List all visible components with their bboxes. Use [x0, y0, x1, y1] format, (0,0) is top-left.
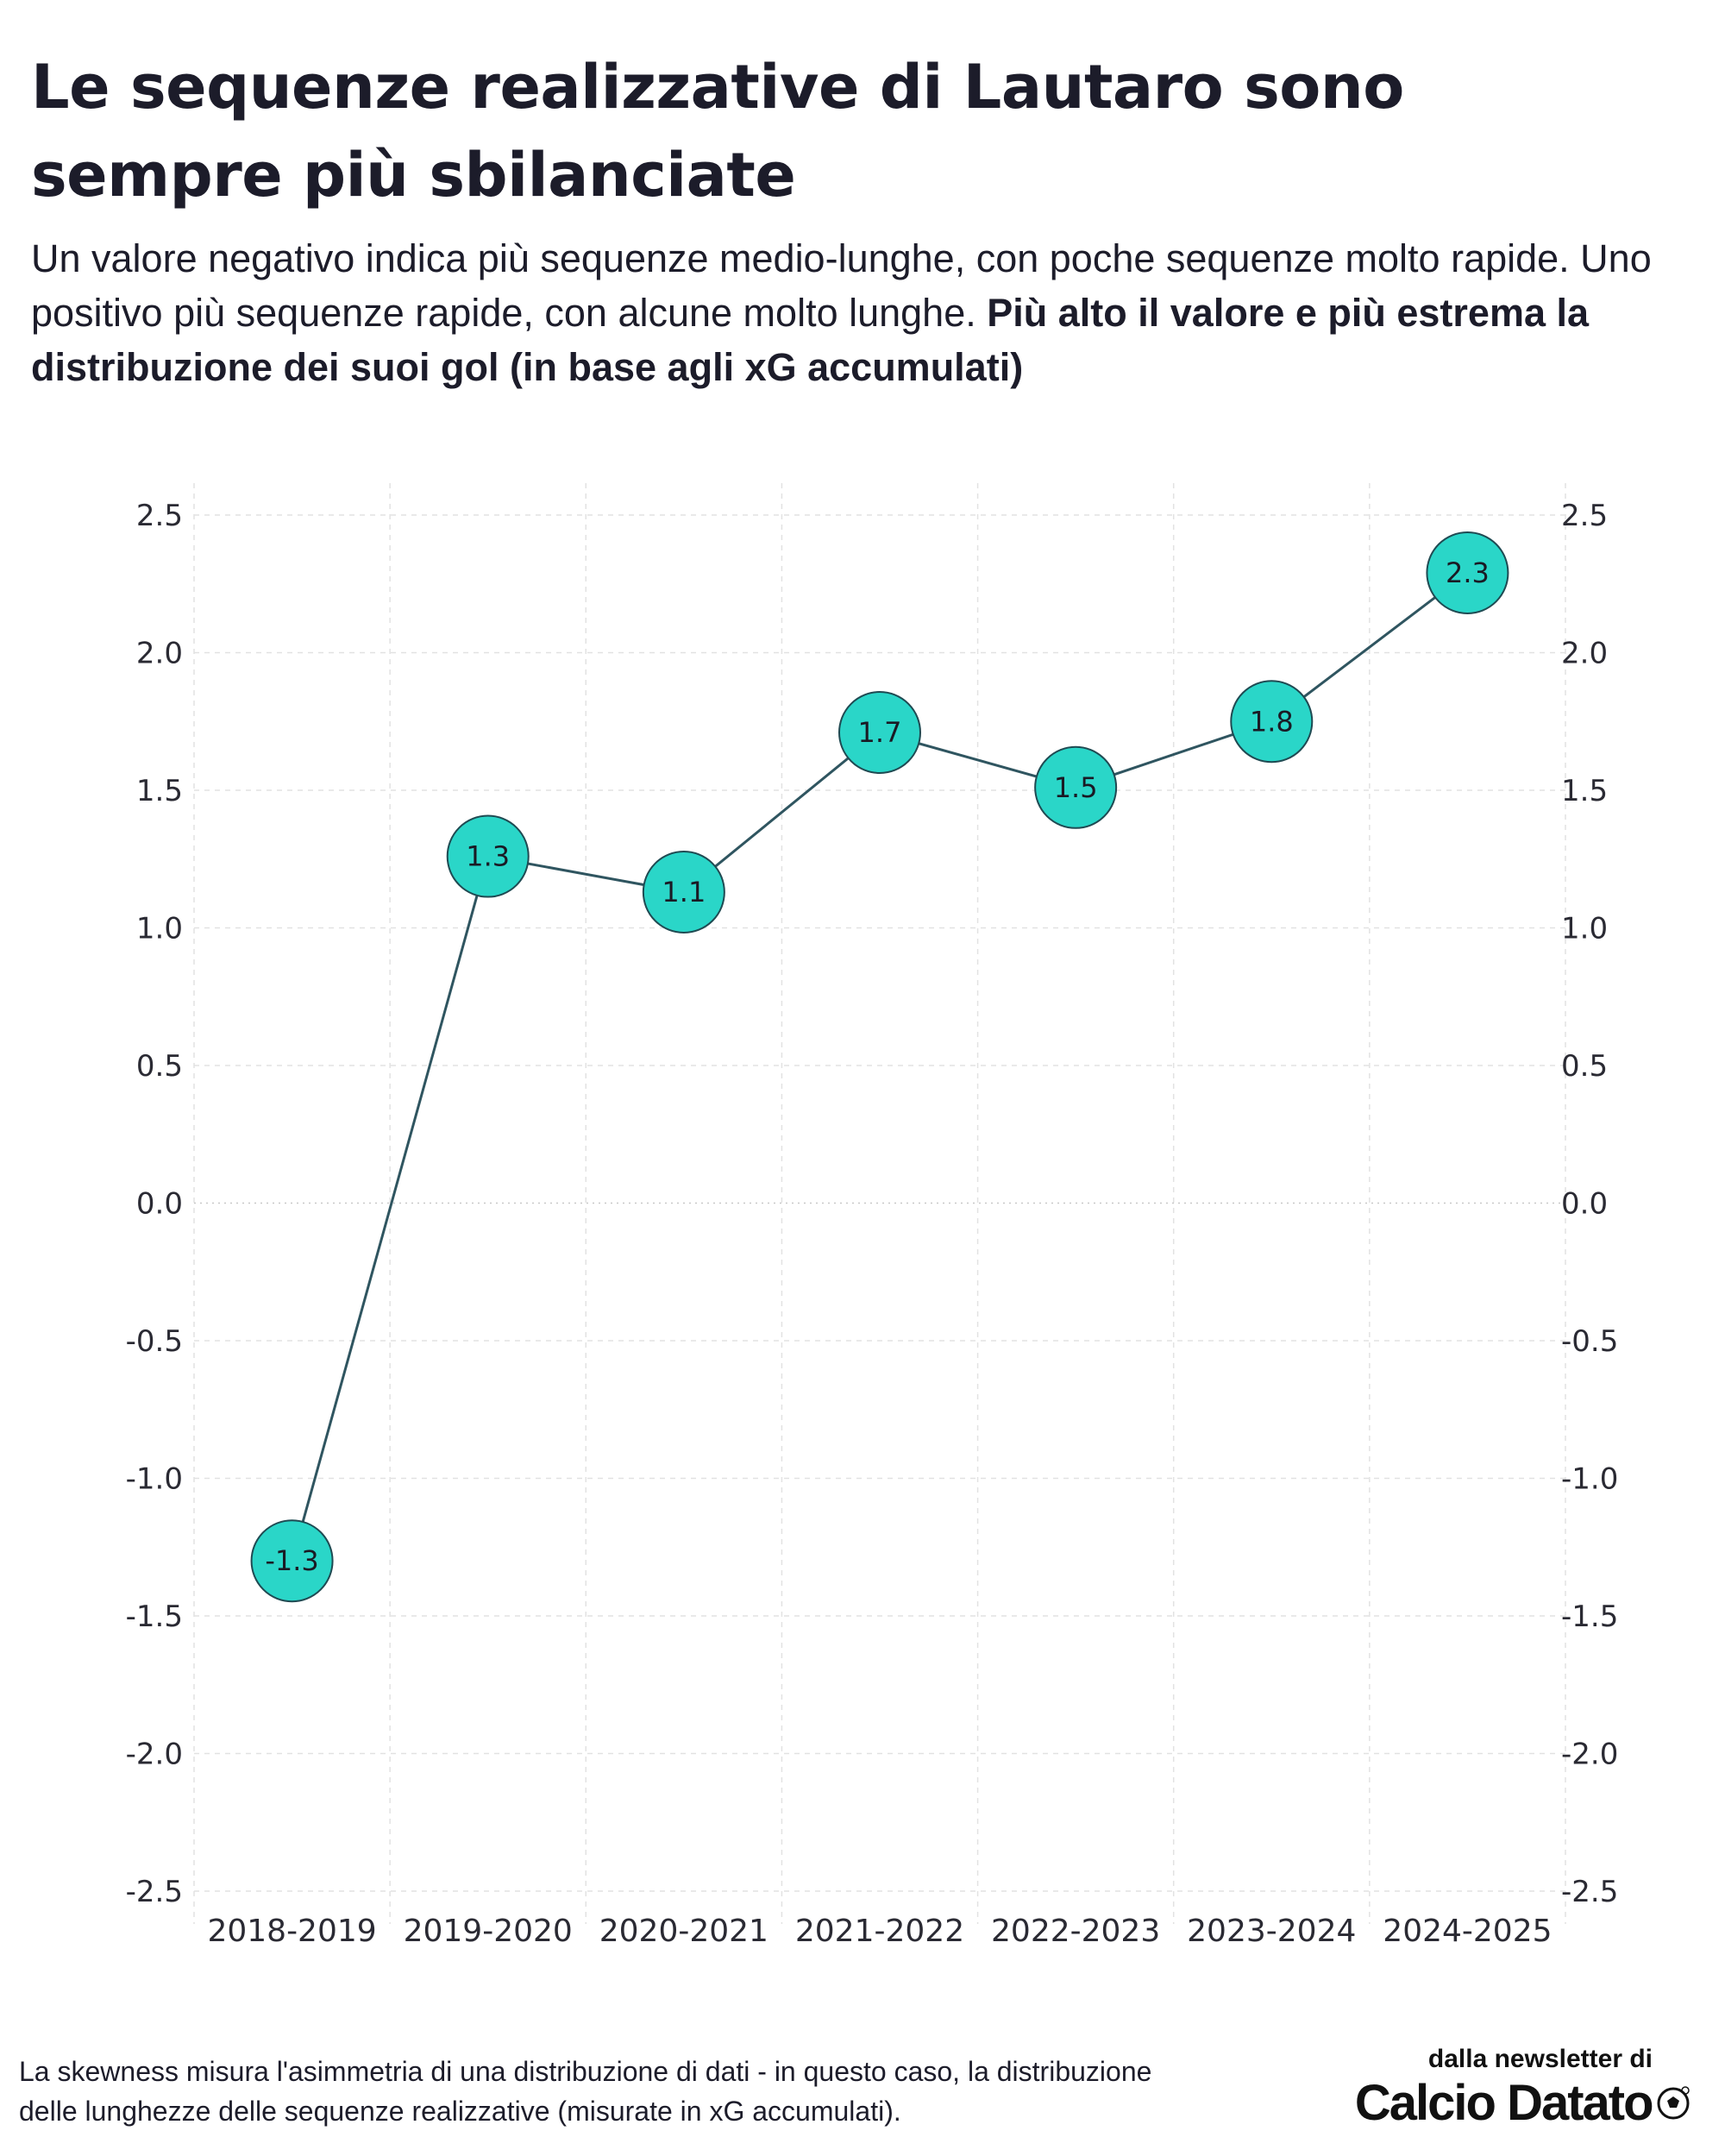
y-tick-label-left: -1.0: [126, 1462, 183, 1497]
x-axis-ticks: 2018-2019 2019-2020 2020-2021 2021-2022 2022…: [207, 1914, 1552, 1949]
x-tick-label: 2024-2025: [1383, 1914, 1552, 1949]
y-tick-label-left: 0.5: [136, 1049, 183, 1084]
data-label: 1.7: [858, 716, 902, 749]
y-tick-label-right: 1.5: [1561, 774, 1608, 808]
chart-title: Le sequenze realizzative di Lautaro sono…: [31, 52, 1404, 211]
data-point: [838, 691, 921, 775]
subtitle-bold: Più alto il valore e più estrema la dist…: [31, 291, 1590, 389]
y-tick-label-right: -0.5: [1561, 1324, 1618, 1359]
x-tick-label: 2022-2023: [991, 1914, 1160, 1949]
data-label: 1.3: [466, 840, 510, 873]
x-tick-label: 2019-2020: [404, 1914, 573, 1949]
y-tick-label-left: 1.5: [136, 774, 183, 808]
y-tick-label-right: -1.5: [1561, 1600, 1618, 1634]
y-tick-label-right: 1.0: [1561, 912, 1608, 946]
subtitle-regular: Un valore negativo indica più sequenze m…: [31, 236, 1652, 335]
data-label: 1.8: [1250, 705, 1294, 738]
y-tick-label-right: 2.5: [1561, 499, 1608, 533]
soccer-ball-icon: [1657, 2085, 1690, 2119]
y-tick-label-right: 2.0: [1561, 637, 1608, 671]
data-point: [642, 851, 725, 934]
data-point: [1426, 531, 1509, 614]
data-label: 2.3: [1446, 556, 1490, 589]
y-tick-label-left: -2.0: [126, 1738, 183, 1772]
y-tick-label-right: -1.0: [1561, 1462, 1618, 1497]
y-tick-label-left: -2.5: [126, 1875, 183, 1909]
y-tick-label-left: 1.0: [136, 912, 183, 946]
x-tick-label: 2023-2024: [1187, 1914, 1356, 1949]
y-axis-ticks: 2.5 2.5 2.0 2.0 1.5 1.5 1.0 1.0 0.5 0.5 0.0 0.0 -0.5…: [126, 499, 1619, 1909]
y-tick-label-left: -0.5: [126, 1324, 183, 1359]
data-points: -1.3 1.3 1.1 1.7 1.5 1.8 2.3: [250, 531, 1509, 1603]
footnote: La skewness misura l'asimmetria di una d…: [19, 2056, 1152, 2127]
credit: dalla newsletter di Calcio Datato: [1355, 2045, 1690, 2132]
data-label: 1.5: [1054, 771, 1098, 804]
x-tick-label: 2020-2021: [599, 1914, 768, 1949]
data-point: [1230, 680, 1314, 764]
line-chart: 2.5 2.5 2.0 2.0 1.5 1.5 1.0 1.0 0.5 0.5 0.0 0.0 -0.5…: [126, 483, 1619, 1949]
chart-subtitle: Un valore negativo indica più sequenze m…: [31, 231, 1696, 394]
data-point: [250, 1519, 334, 1603]
y-tick-label-left: 0.0: [136, 1187, 183, 1222]
y-tick-label-left: 2.5: [136, 499, 183, 533]
x-tick-label: 2021-2022: [795, 1914, 964, 1949]
data-label: -1.3: [265, 1544, 318, 1577]
data-label: 1.1: [662, 876, 706, 908]
credit-brand: Calcio Datato: [1354, 2075, 1654, 2131]
y-tick-label-right: 0.0: [1561, 1187, 1608, 1222]
y-tick-label-left: -1.5: [126, 1600, 183, 1634]
y-tick-label-right: 0.5: [1561, 1049, 1608, 1084]
grid: [193, 483, 1566, 1924]
y-tick-label-right: -2.5: [1561, 1875, 1618, 1909]
data-point: [446, 814, 530, 898]
y-tick-label-right: -2.0: [1561, 1738, 1618, 1772]
data-point: [1034, 745, 1118, 829]
credit-line: dalla newsletter di: [1427, 2045, 1653, 2073]
x-tick-label: 2018-2019: [207, 1914, 376, 1949]
y-tick-label-left: 2.0: [136, 637, 183, 671]
